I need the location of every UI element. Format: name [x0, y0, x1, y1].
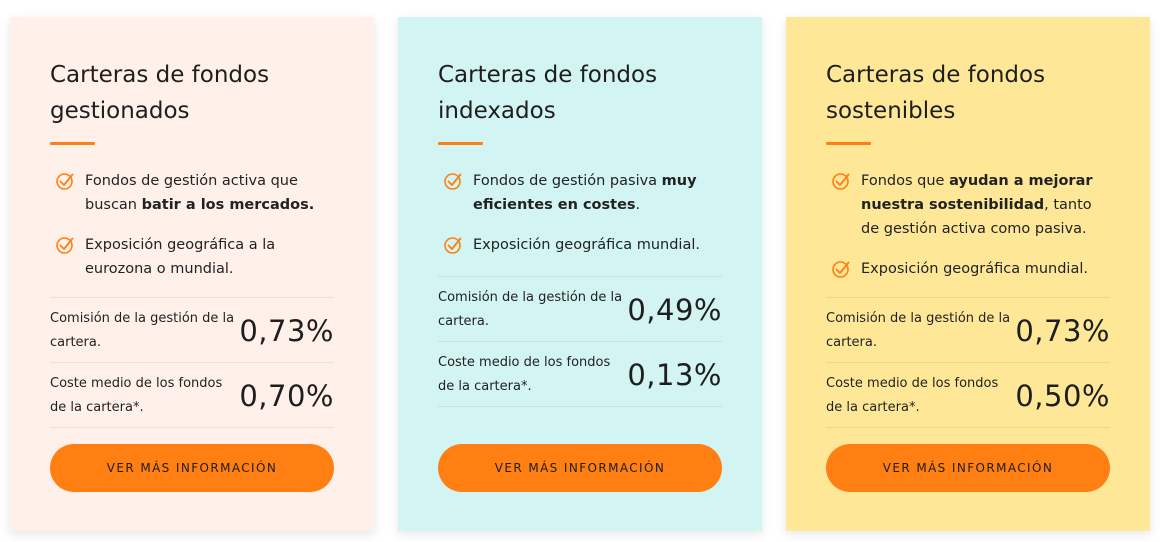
metric-label: Coste medio de los fondos de la cartera*… [438, 355, 611, 394]
feature-text-part: Fondos de gestión pasiva [473, 173, 662, 189]
check-circle-icon [56, 237, 74, 254]
feature-text: Fondos de gestión pasiva muy eficientes … [473, 173, 697, 213]
feature-text: Fondos que ayudan a mejorar nuestra sost… [861, 173, 1093, 237]
check-circle-icon [444, 237, 462, 254]
feature-item: Exposición geográfica mundial. [826, 257, 1110, 281]
feature-text-bold: batir a los mercados. [141, 197, 315, 213]
feature-text-part: Exposición geográfica mundial. [473, 237, 700, 253]
check-circle-icon [444, 173, 462, 190]
title-underline [438, 142, 483, 145]
title-underline [826, 142, 871, 145]
card-index-funds: Carteras de fondos indexados Fondos de g… [398, 17, 762, 531]
metric-row-management-fee: Comisión de la gestión de la cartera. 0,… [826, 297, 1110, 362]
feature-text-part: Exposición geográfica mundial. [861, 261, 1088, 277]
title-underline [50, 142, 95, 145]
metric-label: Coste medio de los fondos de la cartera*… [826, 376, 999, 415]
feature-item: Exposición geográfica a la eurozona o mu… [50, 233, 334, 281]
metric-row-management-fee: Comisión de la gestión de la cartera. 0,… [50, 297, 334, 362]
metrics-table: Comisión de la gestión de la cartera. 0,… [438, 276, 722, 407]
feature-text: Exposición geográfica a la eurozona o mu… [85, 237, 275, 277]
metric-row-management-fee: Comisión de la gestión de la cartera. 0,… [438, 276, 722, 341]
metric-label: Comisión de la gestión de la cartera. [438, 290, 623, 329]
feature-text: Fondos de gestión activa que buscan bati… [85, 173, 314, 213]
card-title: Carteras de fondos sostenibles [826, 62, 1046, 124]
card-managed-funds: Carteras de fondos gestionados Fondos de… [10, 17, 374, 531]
feature-item: Fondos que ayudan a mejorar nuestra sost… [826, 169, 1110, 241]
metric-row-fund-cost: Coste medio de los fondos de la cartera*… [826, 362, 1110, 428]
more-info-button[interactable]: VER MÁS INFORMACIÓN [826, 444, 1110, 492]
feature-list: Fondos de gestión activa que buscan bati… [50, 169, 334, 297]
metric-label: Coste medio de los fondos de la cartera*… [50, 376, 223, 415]
feature-text-part: . [635, 197, 641, 213]
feature-text: Exposición geográfica mundial. [473, 237, 700, 253]
card-sustainable-funds: Carteras de fondos sostenibles Fondos qu… [786, 17, 1150, 531]
more-info-button[interactable]: VER MÁS INFORMACIÓN [438, 444, 722, 492]
feature-text: Exposición geográfica mundial. [861, 261, 1088, 277]
metric-value: 0,49% [627, 293, 722, 327]
feature-text-part: , tanto de gestión activa como pasiva. [861, 197, 1092, 237]
metric-label: Comisión de la gestión de la cartera. [826, 311, 1011, 350]
metrics-table: Comisión de la gestión de la cartera. 0,… [50, 297, 334, 428]
metric-value: 0,13% [627, 358, 722, 392]
more-info-button[interactable]: VER MÁS INFORMACIÓN [50, 444, 334, 492]
feature-item: Fondos de gestión pasiva muy eficientes … [438, 169, 722, 217]
metric-row-fund-cost: Coste medio de los fondos de la cartera*… [50, 362, 334, 428]
feature-text-bold: muy eficientes en costes [473, 173, 697, 213]
feature-list: Fondos de gestión pasiva muy eficientes … [438, 169, 722, 273]
metric-value: 0,73% [239, 314, 334, 348]
metric-value: 0,73% [1015, 314, 1110, 348]
feature-text-part: Fondos que [861, 173, 950, 189]
metric-value: 0,50% [1015, 379, 1110, 413]
feature-text-part: Fondos de gestión activa que buscan [85, 173, 298, 213]
check-circle-icon [832, 261, 850, 278]
card-title: Carteras de fondos indexados [438, 62, 658, 124]
check-circle-icon [832, 173, 850, 190]
feature-text-part: Exposición geográfica a la eurozona o mu… [85, 237, 276, 277]
metric-label: Comisión de la gestión de la cartera. [50, 311, 235, 350]
metric-value: 0,70% [239, 379, 334, 413]
metrics-table: Comisión de la gestión de la cartera. 0,… [826, 297, 1110, 428]
card-title: Carteras de fondos gestionados [50, 62, 270, 124]
metric-row-fund-cost: Coste medio de los fondos de la cartera*… [438, 341, 722, 407]
feature-text-bold: ayudan a mejorar nuestra sostenibilidad [861, 173, 1093, 213]
check-circle-icon [56, 173, 74, 190]
feature-item: Exposición geográfica mundial. [438, 233, 722, 257]
feature-item: Fondos de gestión activa que buscan bati… [50, 169, 334, 217]
feature-list: Fondos que ayudan a mejorar nuestra sost… [826, 169, 1110, 297]
